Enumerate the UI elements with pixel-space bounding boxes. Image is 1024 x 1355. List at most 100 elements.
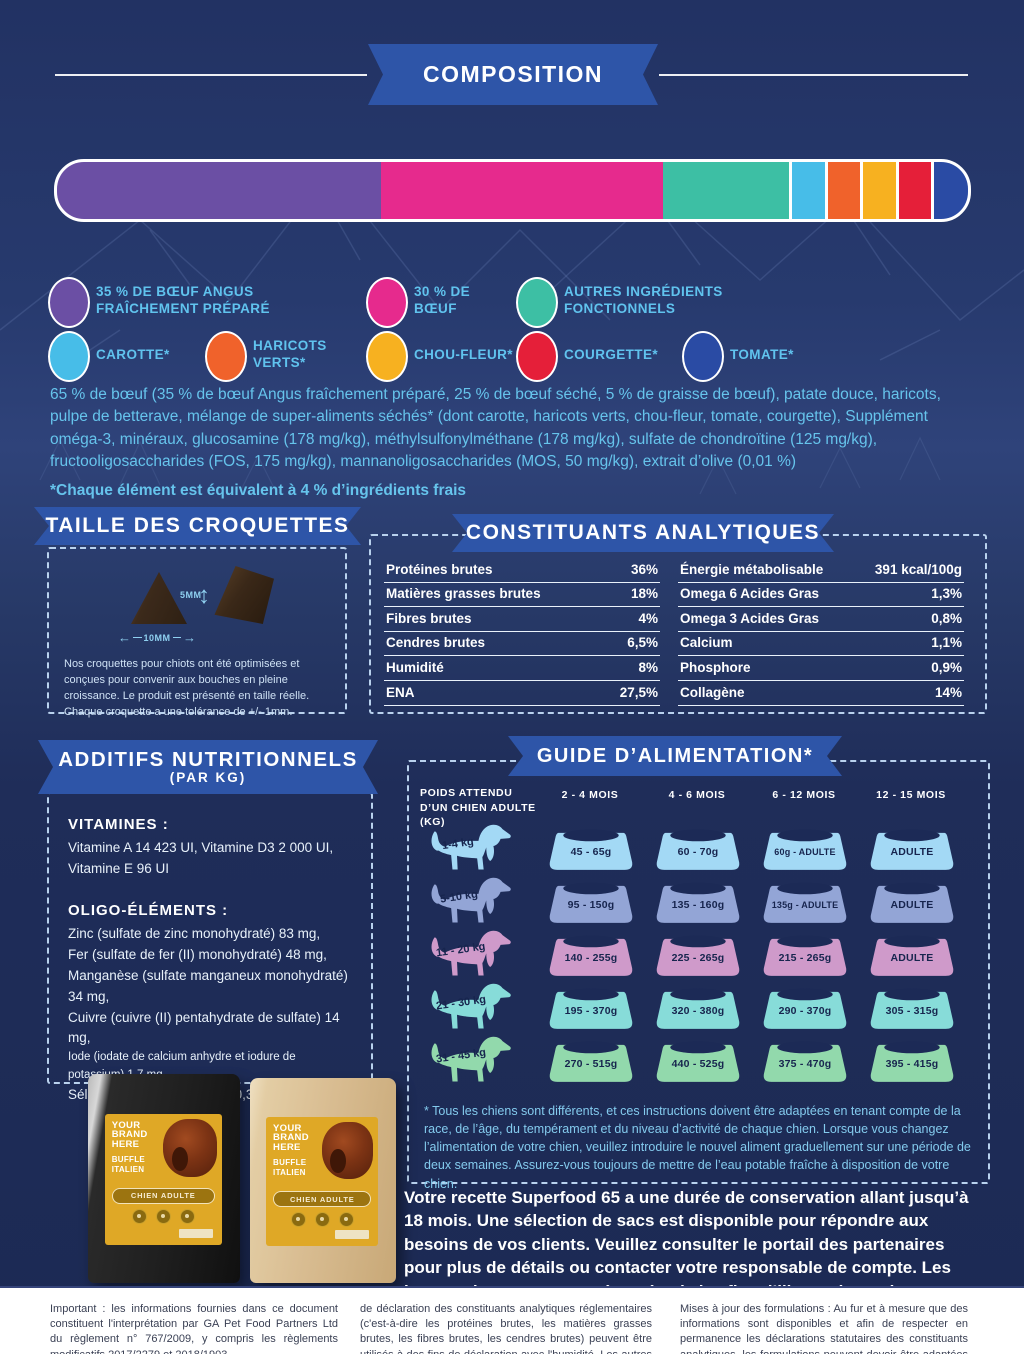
bag-feature-icon xyxy=(314,1212,330,1228)
table-row: Calcium 1,1% xyxy=(678,632,964,657)
bowl-amount: 135 - 160g xyxy=(671,899,725,912)
table-row: Phosphore 0,9% xyxy=(678,656,964,681)
feeding-bowl: 195 - 370g xyxy=(549,986,633,1032)
table-row: Collagène 14% xyxy=(678,681,964,706)
table-row: Matières grasses brutes 18% xyxy=(384,583,660,608)
vitamins-heading: VITAMINES : xyxy=(68,816,169,833)
feeding-month-header: 6 - 12 MOIS xyxy=(772,789,836,801)
kibble-width-label: 10MM xyxy=(143,632,171,643)
kibble-description: Nos croquettes pour chiots ont été optim… xyxy=(64,658,310,718)
legend-label-tomate: TOMATE* xyxy=(730,347,794,362)
legend-dot-courgette xyxy=(516,331,558,382)
kibble-width-line2 xyxy=(172,636,182,639)
bowl-amount: 45 - 65g xyxy=(570,846,612,859)
footer-column-3: Mises à jour des formulations : Au fur e… xyxy=(680,1303,968,1354)
bag-feature-icon xyxy=(179,1208,195,1224)
bag-brand-line: BRAND xyxy=(111,1129,148,1141)
row-label: Phosphore xyxy=(680,659,751,675)
bag-brand-line: YOUR xyxy=(273,1122,302,1134)
analytical-ribbon: CONSTITUANTS ANALYTIQUES xyxy=(452,514,834,552)
row-value: 1,3% xyxy=(931,586,962,602)
row-label: ENA xyxy=(386,684,415,700)
feeding-bowl: 135g - ADULTE xyxy=(763,880,847,926)
feeding-bowl: 305 - 315g xyxy=(870,986,954,1032)
bowl-amount: 60g - ADULTE xyxy=(774,847,836,858)
legend-dot-autres xyxy=(516,277,558,328)
legend-dot-haricots xyxy=(205,331,247,382)
bag-feature-icon xyxy=(290,1212,306,1228)
legend-label-carotte: CAROTTE* xyxy=(96,347,170,362)
row-label: Cendres brutes xyxy=(386,635,486,651)
row-value: 27,5% xyxy=(619,684,658,700)
kibble-title: TAILLE DES CROQUETTES xyxy=(45,513,350,537)
table-row: Fibres brutes 4% xyxy=(384,607,660,632)
bag-recipe-line: ITALIEN xyxy=(273,1167,306,1177)
row-label: Omega 6 Acides Gras xyxy=(680,586,820,602)
row-value: 6,5% xyxy=(627,635,658,651)
bowl-amount: 320 - 380g xyxy=(671,1005,725,1018)
bowl-amount: ADULTE xyxy=(890,952,934,965)
feeding-bowl: 270 - 515g xyxy=(549,1039,633,1085)
oligo-line: Zinc (sulfate de zinc monohydraté) 83 mg… xyxy=(68,925,321,941)
feeding-bowl: 60 - 70g xyxy=(656,827,740,873)
oligo-line: Cuivre (cuivre (II) pentahydrate de sulf… xyxy=(68,1009,340,1046)
feeding-bowl: 215 - 265g xyxy=(763,933,847,979)
bag-recipe-line: BUFFLE xyxy=(111,1155,146,1165)
row-value: 36% xyxy=(630,561,658,577)
row-label: Énergie métabolisable xyxy=(680,561,824,577)
bag-brand-line: HERE xyxy=(273,1141,301,1153)
product-bag-kraft: YOUR BRAND HERE BUFFLE ITALIEN CHIEN ADU… xyxy=(250,1078,396,1283)
legend-dot-tomate xyxy=(682,331,724,382)
kibble-box xyxy=(47,547,347,714)
table-row: ENA 27,5% xyxy=(384,681,660,706)
bar-segment-courgette xyxy=(896,162,932,219)
oligo-line: Fer (sulfate de fer (II) monohydraté) 48… xyxy=(68,946,327,962)
table-row: Protéines brutes 36% xyxy=(384,558,660,583)
additives-subtitle: (PAR KG) xyxy=(169,769,247,785)
bar-segment-choufleur xyxy=(859,162,897,219)
row-label: Protéines brutes xyxy=(386,561,493,577)
row-label: Collagène xyxy=(680,684,745,700)
bowl-amount: 140 - 255g xyxy=(564,952,618,965)
dog-silhouette: 11 - 20 kg xyxy=(414,928,526,980)
bowl-amount: 135g - ADULTE xyxy=(771,900,839,911)
feeding-bowl: 140 - 255g xyxy=(549,933,633,979)
bar-segment-haricots xyxy=(824,162,860,219)
feeding-month-header: 12 - 15 MOIS xyxy=(876,789,946,801)
bowl-amount: 395 - 415g xyxy=(885,1058,939,1071)
legend-dot-boeuf-angus xyxy=(48,277,90,328)
table-row: Humidité 8% xyxy=(384,656,660,681)
table-row: Omega 6 Acides Gras 1,3% xyxy=(678,583,964,608)
bowl-amount: 305 - 315g xyxy=(885,1005,939,1018)
feeding-bowl: ADULTE xyxy=(870,827,954,873)
bowl-amount: 215 - 265g xyxy=(778,952,832,965)
bag-recipe-line: ITALIEN xyxy=(111,1164,145,1174)
bar-segment-boeuf xyxy=(381,162,663,219)
feeding-bowl: ADULTE xyxy=(870,880,954,926)
analytical-table-right: Énergie métabolisable 391 kcal/100g Omega… xyxy=(678,558,964,706)
row-label: Calcium xyxy=(680,635,733,651)
bag-brand-line: BRAND xyxy=(273,1132,309,1144)
legend-dot-boeuf xyxy=(366,277,408,328)
feeding-title: GUIDE D’ALIMENTATION* xyxy=(536,744,814,767)
bowl-amount: 270 - 515g xyxy=(564,1058,618,1071)
table-row: Omega 3 Acides Gras 0,8% xyxy=(678,607,964,632)
bag-weight-chip xyxy=(178,1229,213,1239)
row-value: 391 kcal/100g xyxy=(874,561,962,577)
row-label: Matières grasses brutes xyxy=(386,586,541,602)
bag-brand-line: HERE xyxy=(111,1138,140,1150)
bag-feature-icons xyxy=(112,1208,215,1224)
additives-ribbon: ADDITIFS NUTRITIONNELS (PAR KG) xyxy=(38,740,378,794)
feeding-bowl: 375 - 470g xyxy=(763,1039,847,1085)
feeding-bowl: ADULTE xyxy=(870,933,954,979)
row-value: 1,1% xyxy=(931,635,962,651)
legend-label-autres: AUTRES INGRÉDIENTS FONCTIONNELS xyxy=(564,284,723,317)
bar-segment-tomate xyxy=(931,162,968,219)
footer-column-1: Important : les informations fournies da… xyxy=(50,1303,338,1354)
bar-segment-boeuf-angus xyxy=(57,162,382,219)
bag-feature-icons xyxy=(273,1212,371,1228)
dog-silhouette: 1-4 kg xyxy=(414,822,526,874)
vitamins-text: Vitamine A 14 423 UI, Vitamine D3 2 000 … xyxy=(68,840,334,876)
bag-feature-icon xyxy=(155,1208,171,1224)
